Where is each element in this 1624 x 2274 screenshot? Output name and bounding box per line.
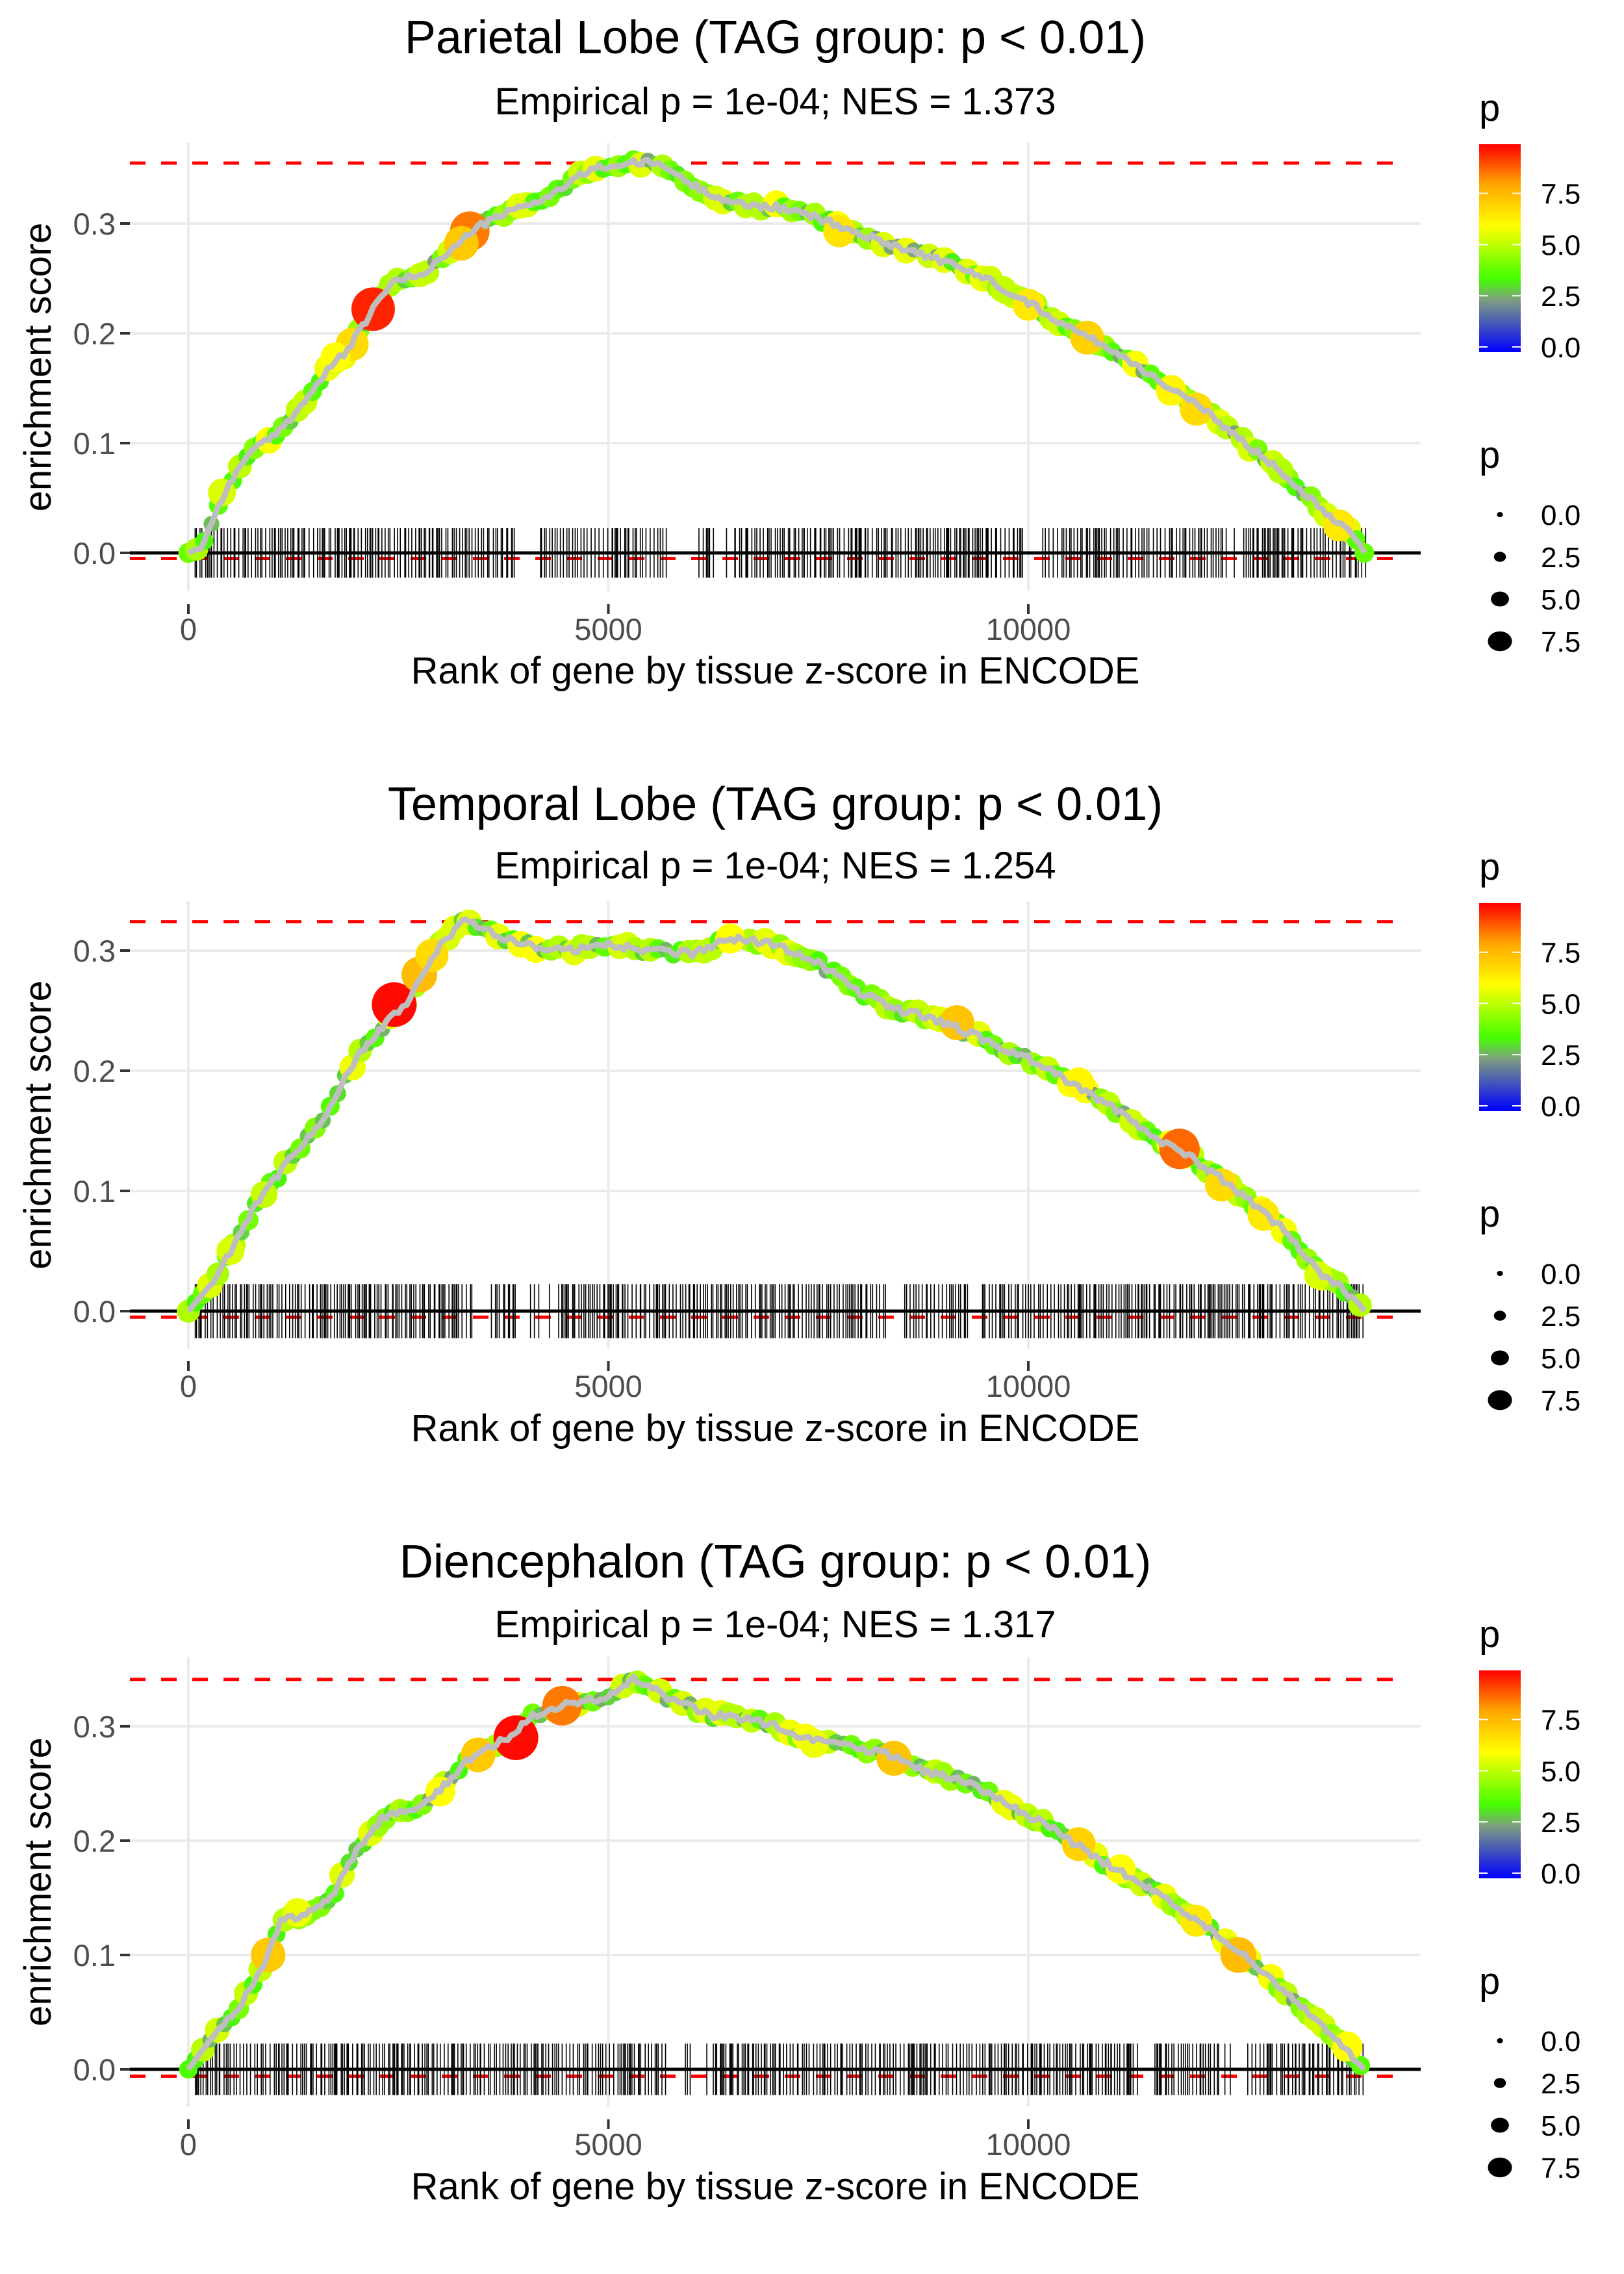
y-tick-label: 0.3 bbox=[73, 1709, 116, 1744]
size-legend-label: 0.0 bbox=[1541, 1258, 1580, 1290]
x-tick-label: 10000 bbox=[986, 612, 1071, 646]
colorbar-title: p bbox=[1479, 87, 1500, 129]
colorbar-label: 0.0 bbox=[1541, 1858, 1580, 1890]
y-tick-label: 0.3 bbox=[73, 207, 116, 241]
chart-title: Parietal Lobe (TAG group: p < 0.01) bbox=[405, 12, 1146, 64]
size-legend-dot bbox=[1488, 631, 1512, 652]
size-legend-label: 5.0 bbox=[1541, 1343, 1580, 1375]
chart-title: Temporal Lobe (TAG group: p < 0.01) bbox=[388, 778, 1163, 830]
y-tick-label: 0.1 bbox=[73, 426, 116, 461]
x-tick-label: 0 bbox=[180, 2127, 197, 2162]
x-tick-label: 5000 bbox=[574, 1369, 642, 1403]
es-curve-line bbox=[186, 916, 1367, 1313]
size-legend-label: 7.5 bbox=[1541, 2153, 1580, 2184]
colorbar-label: 5.0 bbox=[1541, 229, 1580, 261]
es-point-highlight bbox=[372, 982, 417, 1027]
chart-title: Diencephalon (TAG group: p < 0.01) bbox=[400, 1536, 1151, 1588]
size-legend-label: 7.5 bbox=[1541, 1385, 1580, 1417]
size-legend-label: 7.5 bbox=[1541, 626, 1580, 658]
curve-markers bbox=[179, 1670, 1371, 2079]
x-axis-title: Rank of gene by tissue z-score in ENCODE bbox=[411, 650, 1140, 692]
colorbar-label: 7.5 bbox=[1541, 1705, 1580, 1737]
y-tick-label: 0.0 bbox=[73, 1294, 116, 1329]
legend: p 7.5 5.0 2.5 0.0 p 0.0 2.5 5.0 7.5 bbox=[1479, 846, 1580, 1417]
size-legend-dot bbox=[1488, 1390, 1512, 1411]
colorbar bbox=[1479, 144, 1521, 352]
chart-subtitle: Empirical p = 1e-04; NES = 1.317 bbox=[494, 1603, 1056, 1646]
colorbar-label: 2.5 bbox=[1541, 1807, 1580, 1839]
size-legend-label: 0.0 bbox=[1541, 500, 1580, 531]
y-axis-title: enrichment score bbox=[17, 1737, 59, 2026]
size-legend-title: p bbox=[1479, 1960, 1500, 2002]
es-curve-line bbox=[187, 157, 1367, 556]
size-legend-dot bbox=[1491, 2117, 1509, 2133]
colorbar bbox=[1479, 1670, 1521, 1878]
curve-markers bbox=[178, 150, 1375, 563]
y-axis-title: enrichment score bbox=[17, 223, 59, 512]
x-tick-label: 5000 bbox=[574, 2127, 642, 2162]
size-legend-label: 2.5 bbox=[1541, 1301, 1580, 1333]
x-tick-label: 10000 bbox=[986, 1369, 1071, 1403]
colorbar-label: 5.0 bbox=[1541, 988, 1580, 1020]
size-legend-label: 5.0 bbox=[1541, 2110, 1580, 2142]
y-tick-label: 0.0 bbox=[73, 536, 116, 570]
x-axis-title: Rank of gene by tissue z-score in ENCODE bbox=[411, 1407, 1140, 1450]
y-tick-label: 0.3 bbox=[73, 934, 116, 968]
es-curve-line bbox=[186, 1673, 1367, 2072]
x-tick-label: 5000 bbox=[574, 612, 642, 646]
colorbar-label: 2.5 bbox=[1541, 281, 1580, 313]
size-legend-label: 2.5 bbox=[1541, 2068, 1580, 2100]
y-tick-label: 0.2 bbox=[73, 1054, 116, 1088]
size-legend-label: 2.5 bbox=[1541, 542, 1580, 574]
y-tick-label: 0.2 bbox=[73, 316, 116, 351]
chart-panel-3: Diencephalon (TAG group: p < 0.01) Empiri… bbox=[17, 1536, 1580, 2208]
y-tick-label: 0.1 bbox=[73, 1174, 116, 1208]
size-legend-dot bbox=[1493, 2078, 1506, 2088]
y-axis-title: enrichment score bbox=[17, 980, 59, 1270]
x-tick-label: 10000 bbox=[986, 2127, 1071, 2162]
size-legend-dot bbox=[1497, 1271, 1503, 1276]
es-point-highlight bbox=[493, 1715, 539, 1761]
x-axis-title: Rank of gene by tissue z-score in ENCODE bbox=[411, 2165, 1140, 2208]
colorbar-title: p bbox=[1479, 846, 1500, 888]
colorbar-label: 0.0 bbox=[1541, 332, 1580, 364]
y-tick-label: 0.2 bbox=[73, 1824, 116, 1858]
size-legend-label: 0.0 bbox=[1541, 2026, 1580, 2058]
y-tick-label: 0.1 bbox=[73, 1938, 116, 1973]
colorbar-title: p bbox=[1479, 1613, 1500, 1655]
chart-panel-1: Parietal Lobe (TAG group: p < 0.01) Empir… bbox=[17, 12, 1580, 692]
chart-subtitle: Empirical p = 1e-04; NES = 1.254 bbox=[494, 845, 1056, 887]
legend: p 7.5 5.0 2.5 0.0 p 0.0 2.5 5.0 7.5 bbox=[1479, 1613, 1580, 2184]
colorbar-label: 0.0 bbox=[1541, 1091, 1580, 1123]
size-legend-dot bbox=[1497, 2038, 1503, 2043]
colorbar-label: 2.5 bbox=[1541, 1040, 1580, 1071]
size-legend-dot bbox=[1497, 512, 1503, 517]
size-legend-dot bbox=[1493, 552, 1506, 562]
chart-subtitle: Empirical p = 1e-04; NES = 1.373 bbox=[494, 81, 1056, 123]
colorbar-label: 5.0 bbox=[1541, 1756, 1580, 1787]
curve-markers bbox=[177, 909, 1372, 1323]
chart-panel-2: Temporal Lobe (TAG group: p < 0.01) Empir… bbox=[17, 778, 1580, 1450]
es-point-highlight bbox=[283, 1898, 312, 1928]
size-legend-title: p bbox=[1479, 1193, 1500, 1235]
legend: p 7.5 5.0 2.5 0.0 p 0.0 2.5 5.0 7.5 bbox=[1479, 87, 1580, 658]
x-tick-label: 0 bbox=[180, 612, 197, 646]
size-legend-dot bbox=[1488, 2157, 1512, 2178]
x-tick-label: 0 bbox=[180, 1369, 197, 1403]
y-tick-label: 0.0 bbox=[73, 2052, 116, 2087]
size-legend-dot bbox=[1493, 1310, 1506, 1321]
size-legend-dot bbox=[1491, 1350, 1509, 1366]
size-legend-label: 5.0 bbox=[1541, 584, 1580, 616]
colorbar-label: 7.5 bbox=[1541, 938, 1580, 969]
colorbar bbox=[1479, 903, 1521, 1111]
colorbar-label: 7.5 bbox=[1541, 179, 1580, 211]
size-legend-dot bbox=[1491, 591, 1509, 607]
size-legend-title: p bbox=[1479, 434, 1500, 476]
